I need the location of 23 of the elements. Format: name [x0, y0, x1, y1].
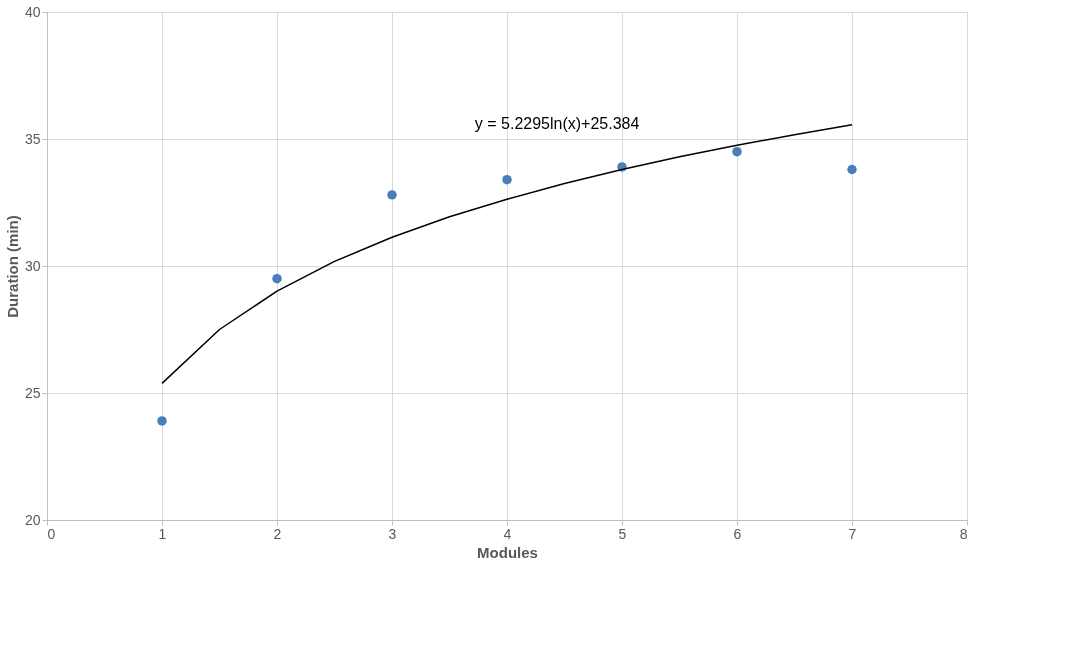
point — [502, 174, 512, 185]
point — [847, 164, 857, 175]
x-tick-label: 7 — [848, 525, 857, 542]
x-tick-label: 0 — [47, 525, 56, 542]
x-tick-label: 8 — [959, 525, 968, 542]
x-tick-label: 2 — [273, 525, 282, 542]
x-tick-label: 3 — [388, 525, 397, 542]
x-tick-label: 6 — [733, 525, 742, 542]
x-tick-label: 4 — [503, 525, 512, 542]
point — [732, 146, 742, 157]
y-tick-label: 25 — [24, 384, 41, 401]
x-tick-label: 5 — [618, 525, 627, 542]
y-tick-label: 40 — [24, 3, 41, 20]
y-tick-label: 35 — [24, 130, 41, 147]
y-tick-label: 20 — [24, 511, 41, 528]
x-tick-label: 1 — [158, 525, 167, 542]
point — [272, 273, 282, 284]
x-axis-title: Modules — [477, 543, 538, 561]
y-tick-label: 30 — [24, 257, 41, 274]
point — [387, 190, 397, 200]
y-axis-title: Duration (min) — [3, 215, 21, 318]
annotation: y = 5.2295ln(x)+25.384 — [474, 114, 640, 132]
point — [157, 416, 167, 426]
